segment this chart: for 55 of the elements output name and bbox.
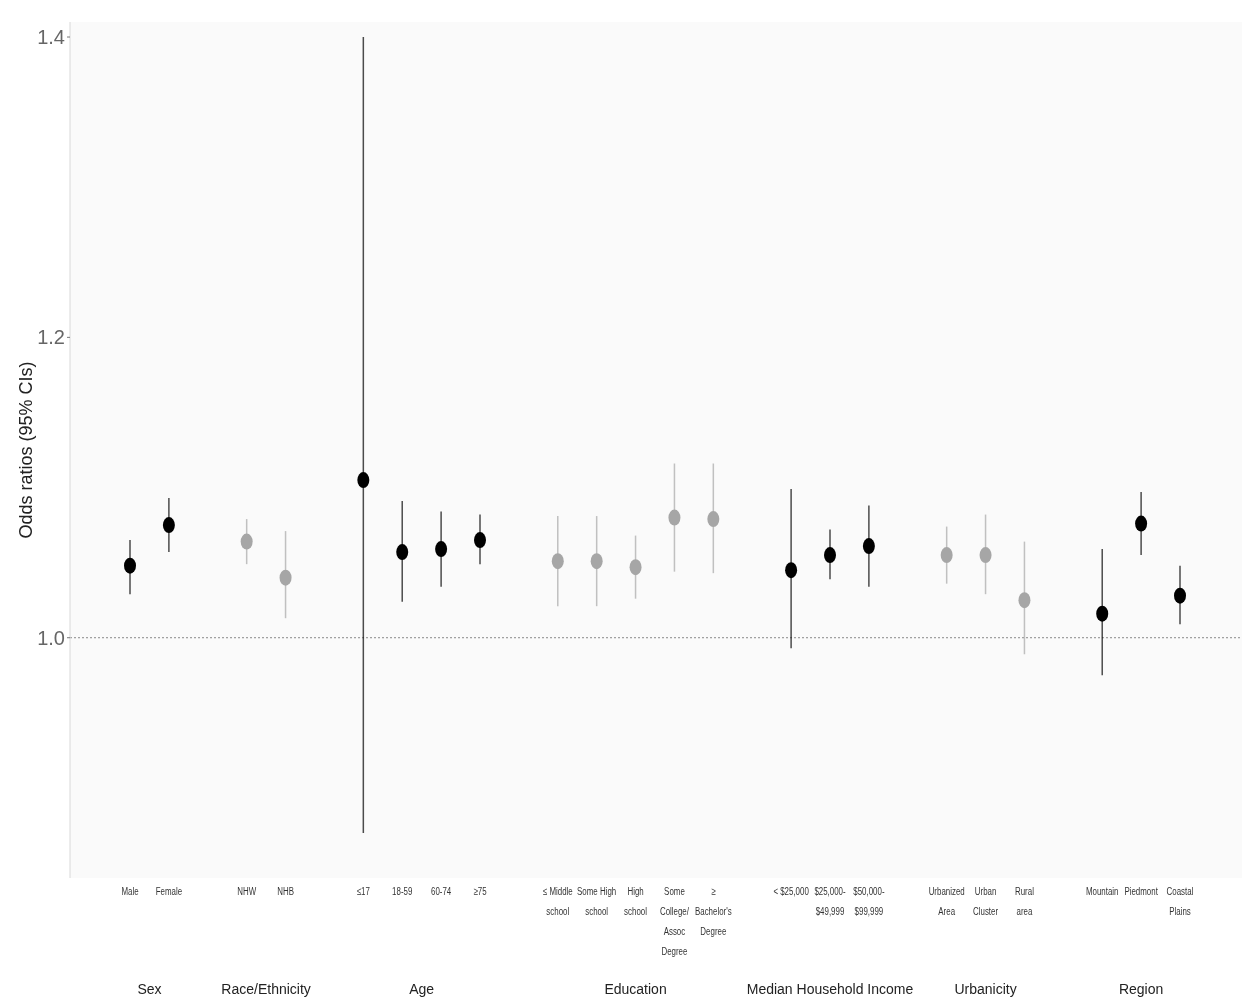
point	[1018, 592, 1031, 609]
point	[357, 472, 370, 489]
y-tick-label: 1.0	[37, 626, 65, 649]
y-axis-title: Odds ratios (95% CIs)	[16, 361, 36, 539]
point	[435, 541, 448, 558]
x-tick-label: ≤ Middle school	[542, 884, 573, 918]
point	[785, 562, 798, 579]
x-tick-label: Some College/Assoc Degree	[659, 884, 690, 958]
text: Education	[604, 981, 667, 997]
text: Sex	[137, 981, 162, 997]
point	[979, 547, 992, 564]
point	[668, 509, 681, 526]
point	[1096, 605, 1109, 622]
text: Region	[1118, 981, 1164, 997]
point	[279, 569, 292, 586]
x-tick-label: $25,000-$49,999	[814, 884, 846, 918]
point	[162, 517, 175, 534]
point	[940, 547, 953, 564]
x-tick-label: ≤17	[356, 884, 370, 898]
point	[707, 511, 720, 528]
text: Race/Ethnicity	[221, 981, 311, 997]
point	[240, 533, 253, 550]
x-tick-label: ≥75	[473, 884, 487, 898]
x-tick-label: 60-74	[430, 884, 452, 898]
point	[590, 553, 603, 570]
x-tick-label: < $25,000	[773, 884, 809, 898]
point	[862, 538, 875, 555]
point	[551, 553, 564, 570]
x-tick-label: ≥ Bachelor's Degree	[694, 884, 732, 938]
x-tick-label: 18-59	[392, 884, 413, 898]
x-tick-label: Coastal Plains	[1166, 884, 1194, 918]
text: Median Household Income	[746, 981, 914, 997]
x-tick-label: Male	[121, 884, 139, 898]
point	[396, 544, 409, 561]
x-tick-label: Urbanized Area	[928, 884, 965, 918]
x-tick-label: Some High school	[577, 884, 617, 918]
point	[824, 547, 836, 564]
x-tick-label: High school	[624, 884, 647, 918]
point	[629, 559, 642, 576]
x-tick-label: NHW	[237, 884, 257, 898]
y-tick-label: 1.4	[37, 26, 65, 49]
point	[474, 532, 486, 549]
point	[124, 557, 136, 574]
y-tick-label: 1.2	[37, 326, 65, 349]
x-tick-label: $50,000-$99,999	[853, 884, 885, 918]
point	[1174, 587, 1186, 604]
x-tick-label: Urban Cluster	[973, 884, 999, 918]
x-tick-label: Piedmont	[1124, 884, 1159, 898]
text: Urbanicity	[954, 981, 1017, 997]
point	[1135, 515, 1148, 532]
x-tick-label: NHB	[277, 884, 294, 898]
x-tick-label: Female	[155, 884, 183, 898]
text: Age	[409, 981, 435, 997]
x-tick-label: Mountain	[1085, 884, 1119, 898]
x-tick-label: Rural area	[1014, 884, 1034, 918]
